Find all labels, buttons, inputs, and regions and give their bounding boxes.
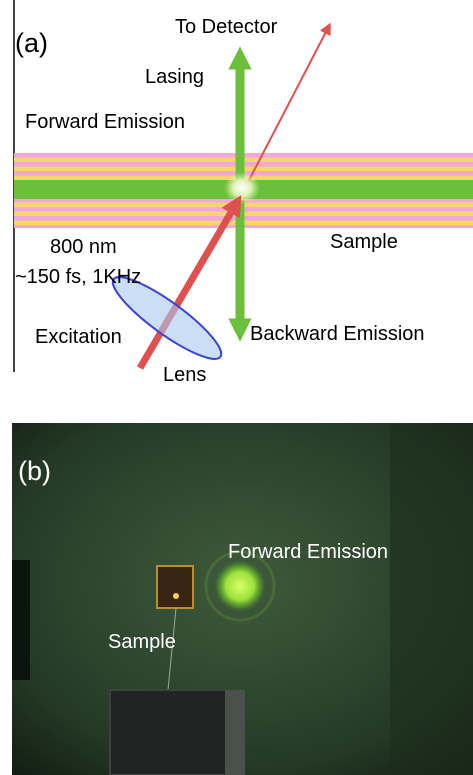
label: Sample xyxy=(108,631,176,653)
shadow xyxy=(390,423,473,775)
focus-glow xyxy=(224,172,260,204)
label: To Detector xyxy=(175,16,278,38)
label: Forward Emission xyxy=(228,541,388,563)
label: Forward Emission xyxy=(25,111,185,133)
panel-b: (b) Forward Emission Sample xyxy=(12,423,473,775)
label: Backward Emission xyxy=(250,323,425,345)
stage-side xyxy=(225,690,245,775)
label: 800 nm xyxy=(50,236,117,258)
label: ~150 fs, 1KHz xyxy=(15,266,141,288)
figure: (a) To Detector Lasing Forward Emission … xyxy=(0,0,473,775)
page: (a) To Detector Lasing Forward Emission … xyxy=(0,0,473,775)
label: Lens xyxy=(163,364,206,386)
panel-label: (b) xyxy=(18,456,51,486)
sample-holder xyxy=(157,566,193,608)
label: Excitation xyxy=(35,326,122,348)
panel-label: (a) xyxy=(15,28,48,58)
sample-spot xyxy=(173,593,179,599)
label: Lasing xyxy=(145,66,204,88)
label: Sample xyxy=(330,231,398,253)
panel-a: (a) To Detector Lasing Forward Emission … xyxy=(14,0,473,386)
mount xyxy=(12,560,30,680)
stage xyxy=(110,690,242,775)
emission-spot xyxy=(214,560,266,612)
